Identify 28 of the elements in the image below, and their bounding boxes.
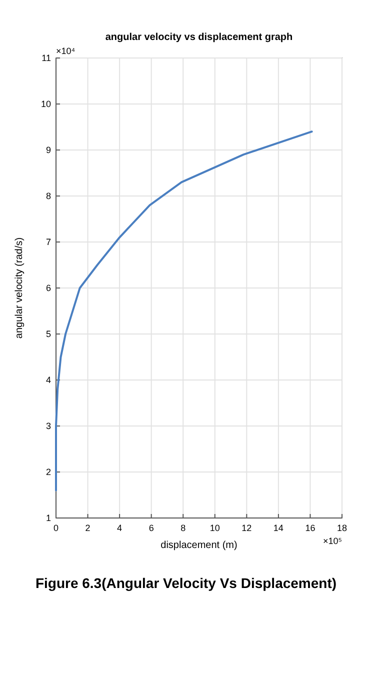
x-tick-label: 18 [336, 523, 348, 533]
y-tick-label: 2 [46, 467, 51, 477]
x-tick-label: 8 [180, 523, 186, 533]
y-tick-label: 1 [46, 513, 51, 523]
y-tick-label: 3 [46, 421, 51, 431]
x-tick-label: 0 [53, 523, 59, 533]
x-tick-label: 2 [85, 523, 90, 533]
y-tick-label: 4 [46, 375, 51, 385]
caption: Figure 6.3(Angular Velocity Vs Displacement) [35, 575, 337, 591]
y-tick-label: 6 [46, 283, 51, 293]
chart-title: angular velocity vs displacement graph [105, 32, 293, 43]
y-axis-title: angular velocity (rad/s) [14, 237, 25, 339]
text: ×10⁵ [323, 536, 342, 546]
x-tick-label: 12 [242, 523, 252, 533]
y-tick-label: 9 [46, 145, 51, 155]
y-tick-label: 5 [46, 329, 51, 339]
y-tick-label: 7 [46, 237, 51, 247]
text: ×10⁴ [56, 46, 76, 56]
x-tick-label: 16 [305, 523, 316, 533]
x-axis-title: displacement (m) [160, 540, 238, 551]
x-tick-label: 10 [210, 523, 220, 533]
y-tick-label: 11 [42, 53, 51, 63]
x-tick-label: 6 [148, 523, 154, 533]
line-series [55, 130, 313, 492]
x-tick-label: 4 [117, 523, 122, 533]
y-tick-label: 10 [40, 99, 51, 109]
y-tick-label: 8 [46, 191, 51, 201]
x-tick-label: 14 [273, 523, 284, 533]
